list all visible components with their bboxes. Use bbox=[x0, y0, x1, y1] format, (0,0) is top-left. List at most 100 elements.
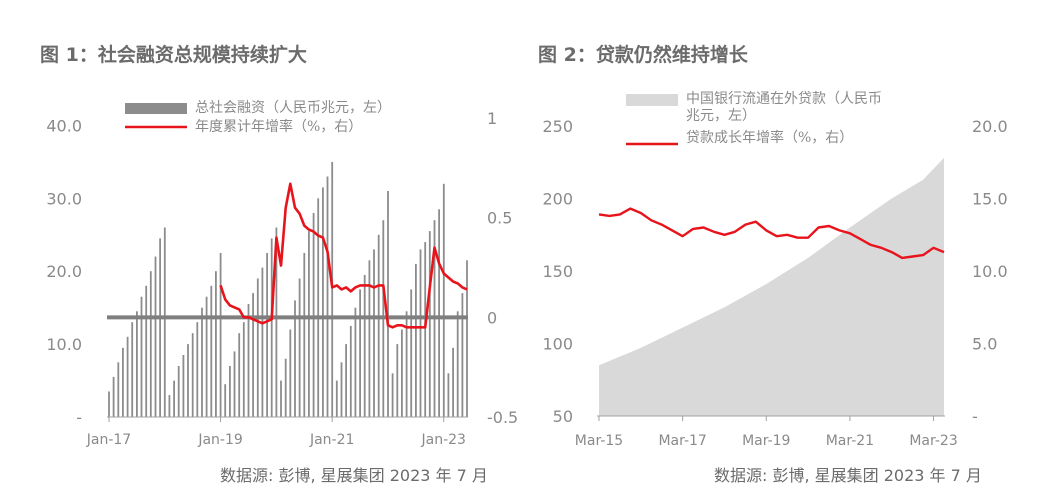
bar-52 bbox=[349, 325, 352, 417]
legend-swatch-bars bbox=[125, 103, 187, 114]
y2-left-tick-4: 50 bbox=[553, 407, 573, 426]
bar-41 bbox=[298, 278, 301, 417]
x2-tick-label-1: Mar-17 bbox=[658, 433, 706, 449]
bar-46 bbox=[322, 187, 324, 417]
chart1-source: 数据源: 彭博, 星展集团 2023 年 7 月 bbox=[220, 466, 488, 485]
x-tick-label-2: Jan-21 bbox=[309, 432, 354, 448]
bar-27 bbox=[233, 351, 236, 417]
bar-8 bbox=[145, 285, 148, 417]
y2-left-tick-0: 250 bbox=[542, 117, 573, 136]
bar-45 bbox=[317, 198, 320, 417]
bar-3 bbox=[122, 347, 124, 417]
bar-58 bbox=[377, 234, 380, 417]
y2-right-tick-1: 15.0 bbox=[972, 190, 1008, 209]
bar-22 bbox=[210, 285, 213, 417]
bar-48 bbox=[331, 161, 334, 417]
bar-64 bbox=[405, 311, 408, 417]
bar-50 bbox=[340, 362, 343, 417]
bar-74 bbox=[452, 347, 454, 417]
bar-71 bbox=[438, 209, 440, 417]
bar-43 bbox=[308, 231, 310, 417]
x2-tick-label-3: Mar-21 bbox=[826, 433, 874, 449]
bar-34 bbox=[266, 253, 268, 417]
growth-line bbox=[219, 182, 468, 329]
bar-39 bbox=[289, 329, 292, 417]
bar-44 bbox=[312, 212, 315, 417]
y-left-tick-4: - bbox=[76, 408, 82, 427]
bar-38 bbox=[284, 358, 287, 417]
y-right-tick-3: -0.5 bbox=[487, 408, 518, 427]
bar-56 bbox=[368, 260, 371, 417]
legend2-label-line: 贷款成长年增率（%，右） bbox=[686, 129, 853, 146]
bar-67 bbox=[419, 249, 422, 417]
bar-15 bbox=[177, 366, 180, 417]
bar-14 bbox=[173, 380, 175, 417]
legend-bg bbox=[107, 90, 217, 148]
bar-11 bbox=[159, 238, 161, 417]
bar-60 bbox=[387, 191, 389, 417]
y-right-tick-1: 0.5 bbox=[487, 209, 512, 228]
bar-63 bbox=[401, 329, 403, 417]
bar-12 bbox=[163, 227, 166, 417]
x2-tick-label-0: Mar-15 bbox=[575, 433, 623, 449]
bar-7 bbox=[140, 296, 143, 417]
y-right-tick-0: 1 bbox=[487, 109, 497, 128]
bar-35 bbox=[270, 238, 273, 417]
bar-73 bbox=[447, 373, 450, 417]
bar-6 bbox=[136, 311, 138, 417]
bar-13 bbox=[168, 395, 171, 417]
bar-53 bbox=[354, 307, 357, 417]
bar-25 bbox=[224, 384, 227, 417]
legend2-label-area-2: 兆元，左） bbox=[686, 108, 756, 124]
bar-42 bbox=[303, 253, 306, 417]
y2-right-tick-4: - bbox=[972, 407, 978, 426]
bar-57 bbox=[373, 249, 375, 417]
bar-66 bbox=[415, 263, 417, 417]
y-left-tick-1: 30.0 bbox=[46, 189, 82, 208]
x-tick-label-0: Jan-17 bbox=[86, 432, 131, 448]
legend-label-bars: 总社会融资（人民币兆元，左） bbox=[195, 100, 391, 116]
bar-76 bbox=[461, 293, 464, 417]
bar-23 bbox=[215, 271, 217, 417]
loan-growth-line bbox=[598, 207, 945, 260]
bar-72 bbox=[442, 183, 445, 417]
x2-tick-label-2: Mar-19 bbox=[742, 433, 790, 449]
bar-54 bbox=[359, 289, 361, 417]
bar-2 bbox=[117, 362, 120, 417]
bar-1 bbox=[112, 376, 115, 417]
bar-62 bbox=[396, 344, 399, 417]
x2-tick-label-4: Mar-23 bbox=[909, 433, 957, 449]
bar-55 bbox=[363, 274, 366, 417]
bar-47 bbox=[326, 176, 329, 417]
chart2-source: 数据源: 彭博, 星展集团 2023 年 7 月 bbox=[714, 466, 982, 485]
bar-37 bbox=[280, 380, 282, 417]
chart2-title: 图 2：贷款仍然维持增长 bbox=[538, 44, 748, 66]
bar-31 bbox=[252, 293, 254, 417]
bar-4 bbox=[126, 336, 129, 417]
bar-33 bbox=[261, 267, 264, 417]
y2-left-tick-2: 150 bbox=[542, 262, 573, 281]
bar-65 bbox=[410, 289, 413, 417]
y-left-tick-3: 10.0 bbox=[46, 335, 82, 354]
y2-right-tick-3: 5.0 bbox=[972, 335, 997, 354]
x-tick-label-1: Jan-19 bbox=[197, 432, 242, 448]
x-tick-label-3: Jan-23 bbox=[421, 432, 466, 448]
bar-20 bbox=[201, 307, 203, 417]
loans-area bbox=[599, 157, 944, 416]
bar-17 bbox=[187, 344, 189, 417]
bar-77 bbox=[466, 260, 468, 417]
chart1-title: 图 1：社会融资总规模持续扩大 bbox=[40, 44, 307, 66]
bar-32 bbox=[256, 278, 259, 417]
legend2-label-area-1: 中国银行流通在外贷款（人民币 bbox=[686, 91, 882, 107]
y2-left-tick-3: 100 bbox=[542, 335, 573, 354]
bar-75 bbox=[456, 311, 459, 417]
bar-68 bbox=[424, 242, 427, 417]
bar-49 bbox=[335, 380, 338, 417]
y-left-tick-0: 40.0 bbox=[46, 116, 82, 135]
bar-30 bbox=[247, 304, 250, 417]
bar-29 bbox=[242, 322, 245, 417]
y-right-tick-2: 0 bbox=[487, 308, 497, 327]
bar-26 bbox=[229, 366, 231, 417]
bar-10 bbox=[154, 256, 157, 417]
